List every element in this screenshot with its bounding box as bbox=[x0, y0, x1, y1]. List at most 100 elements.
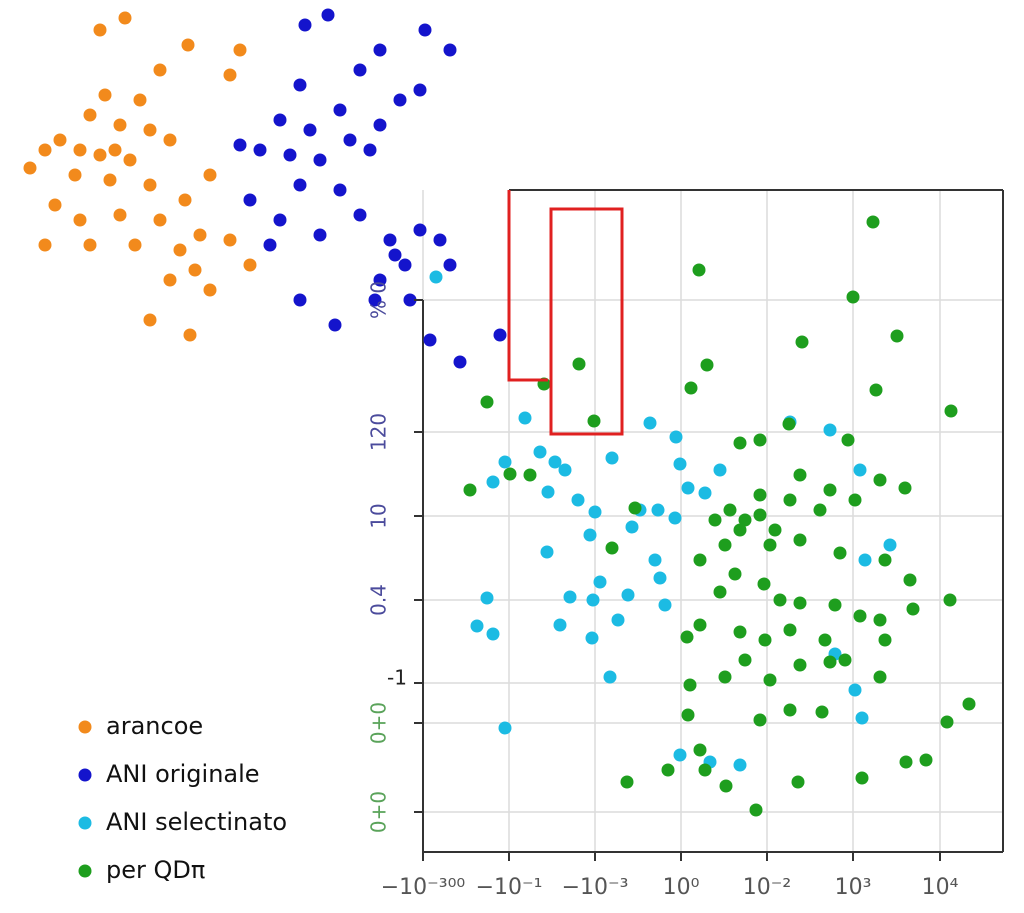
point bbox=[668, 511, 682, 525]
point bbox=[899, 755, 913, 769]
point bbox=[890, 329, 904, 343]
point bbox=[718, 538, 732, 552]
point bbox=[728, 567, 742, 581]
point bbox=[823, 655, 837, 669]
point bbox=[855, 711, 869, 725]
point bbox=[753, 508, 767, 522]
point bbox=[203, 168, 217, 182]
point bbox=[673, 748, 687, 762]
point bbox=[718, 670, 732, 684]
point bbox=[429, 270, 443, 284]
point bbox=[643, 416, 657, 430]
point bbox=[883, 538, 897, 552]
point bbox=[373, 43, 387, 57]
point bbox=[738, 653, 752, 667]
point bbox=[233, 43, 247, 57]
point bbox=[621, 588, 635, 602]
point bbox=[848, 683, 862, 697]
point bbox=[93, 148, 107, 162]
point bbox=[153, 63, 167, 77]
point bbox=[625, 520, 639, 534]
point bbox=[73, 213, 87, 227]
point bbox=[693, 743, 707, 757]
point bbox=[418, 23, 432, 37]
point bbox=[793, 533, 807, 547]
legend-label: per QDπ bbox=[106, 856, 205, 884]
y-tick-label: 0.4 bbox=[367, 584, 391, 616]
legend-marker bbox=[78, 816, 92, 830]
point bbox=[853, 463, 867, 477]
point bbox=[118, 11, 132, 25]
point bbox=[669, 430, 683, 444]
point bbox=[738, 513, 752, 527]
point bbox=[611, 613, 625, 627]
point bbox=[906, 602, 920, 616]
point bbox=[823, 423, 837, 437]
point bbox=[183, 328, 197, 342]
point bbox=[855, 771, 869, 785]
point bbox=[353, 63, 367, 77]
point bbox=[541, 485, 555, 499]
point bbox=[719, 779, 733, 793]
point bbox=[403, 293, 417, 307]
point bbox=[470, 619, 484, 633]
highlight-box bbox=[507, 190, 548, 382]
point bbox=[293, 78, 307, 92]
point bbox=[73, 143, 87, 157]
point bbox=[753, 713, 767, 727]
point bbox=[658, 598, 672, 612]
point bbox=[587, 414, 601, 428]
point bbox=[563, 590, 577, 604]
point bbox=[23, 161, 37, 175]
point bbox=[838, 653, 852, 667]
y-tick-label: 10 bbox=[367, 503, 391, 528]
point bbox=[333, 103, 347, 117]
point bbox=[853, 609, 867, 623]
point bbox=[943, 593, 957, 607]
point bbox=[708, 513, 722, 527]
point bbox=[700, 358, 714, 372]
point bbox=[733, 625, 747, 639]
point bbox=[113, 208, 127, 222]
point bbox=[83, 108, 97, 122]
point bbox=[393, 93, 407, 107]
point bbox=[203, 283, 217, 297]
point bbox=[373, 118, 387, 132]
point bbox=[321, 8, 335, 22]
point bbox=[443, 43, 457, 57]
y-tick-label: -1 bbox=[387, 666, 407, 690]
point bbox=[103, 173, 117, 187]
point bbox=[313, 228, 327, 242]
plot-frame bbox=[422, 189, 1004, 853]
point bbox=[423, 333, 437, 347]
point bbox=[783, 623, 797, 637]
point bbox=[163, 133, 177, 147]
point bbox=[782, 417, 796, 431]
point bbox=[413, 83, 427, 97]
point bbox=[793, 596, 807, 610]
point bbox=[572, 357, 586, 371]
point bbox=[903, 573, 917, 587]
point bbox=[343, 133, 357, 147]
point bbox=[763, 673, 777, 687]
point bbox=[681, 481, 695, 495]
y-tick-label: 0+0 bbox=[367, 702, 391, 744]
legend-label: arancoe bbox=[106, 712, 203, 740]
point bbox=[858, 553, 872, 567]
point bbox=[962, 697, 976, 711]
points bbox=[23, 8, 976, 817]
point bbox=[480, 591, 494, 605]
point bbox=[223, 233, 237, 247]
point bbox=[128, 238, 142, 252]
point bbox=[873, 613, 887, 627]
point bbox=[398, 258, 412, 272]
point bbox=[713, 585, 727, 599]
x-tick-label: −10⁻³ bbox=[562, 875, 629, 900]
legend-marker bbox=[78, 720, 92, 734]
legend-marker bbox=[78, 864, 92, 878]
point bbox=[898, 481, 912, 495]
x-tick-label: 10³ bbox=[835, 875, 872, 900]
point bbox=[273, 213, 287, 227]
point bbox=[828, 598, 842, 612]
x-tick-label: 10⁻² bbox=[743, 875, 791, 900]
